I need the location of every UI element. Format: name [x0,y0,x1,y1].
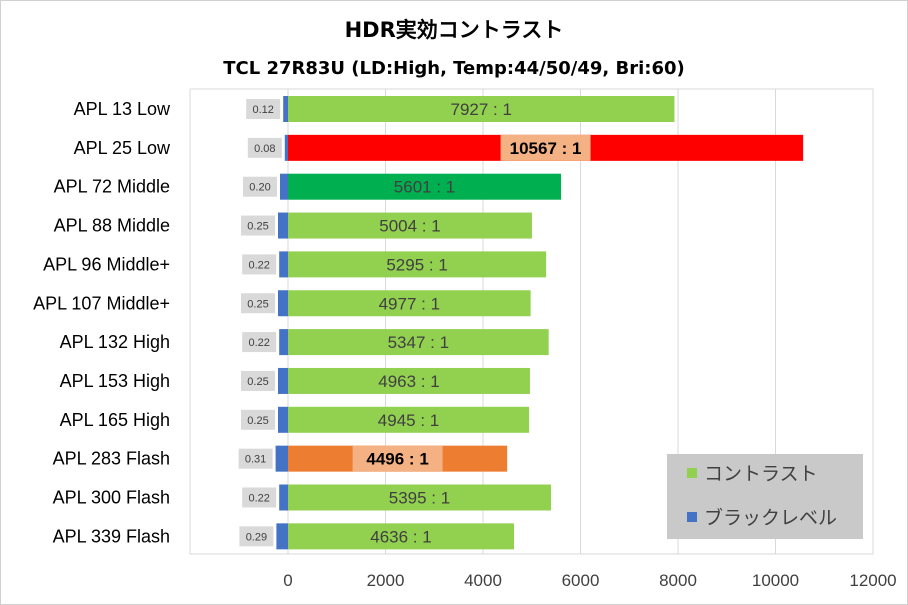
contrast-label-box [352,445,443,472]
black-level-bar [275,445,288,472]
contrast-bar [288,96,675,122]
legend: コントラスト ブラックレベル [667,454,863,539]
contrast-bar [288,251,547,278]
contrast-value-label: 10567 : 1 [510,139,582,158]
black-level-bar [278,212,288,239]
chart-subtitle: TCL 27R83U (LD:High, Temp:44/50/49, Bri:… [223,58,685,79]
black-level-label: 0.22 [248,337,269,349]
black-level-label: 0.31 [245,454,266,466]
contrast-value-label: 4496 : 1 [366,450,428,469]
black-level-label-box [242,332,277,353]
black-level-label: 0.22 [248,259,269,271]
contrast-value-label: 5004 : 1 [379,217,440,236]
black-level-label-box [243,176,277,197]
black-level-bar [279,329,288,356]
category-label: APL 72 Middle [54,177,170,197]
black-level-label: 0.08 [254,143,275,155]
contrast-value-label: 5395 : 1 [389,489,450,508]
black-level-label-box [241,215,275,236]
black-level-label-box [242,487,277,508]
black-level-label-box [241,293,275,314]
contrast-bar [288,290,531,317]
category-label: APL 132 High [60,332,170,352]
legend-swatch-contrast [687,468,697,478]
black-level-label-box [241,370,275,391]
contrast-value-label: 4636 : 1 [370,527,431,546]
contrast-label-box [500,134,591,161]
black-level-label-box [241,409,275,430]
black-level-bar [278,406,288,433]
black-level-label: 0.22 [248,493,269,505]
black-level-label-box [239,526,274,547]
black-level-label-box [238,448,273,469]
x-tick-label: 10000 [752,571,799,590]
contrast-value-label: 4977 : 1 [379,294,440,313]
contrast-bar [288,367,530,394]
x-tick-label: 6000 [562,571,600,590]
black-level-bar [276,523,288,550]
contrast-bar [288,406,530,433]
black-level-label-box [246,99,281,119]
category-label: APL 96 Middle+ [43,254,170,274]
black-level-bar [278,367,288,394]
x-tick-label: 0 [283,571,292,590]
legend-label-black-level: ブラックレベル [704,506,837,529]
contrast-value-label: 7927 : 1 [450,100,511,119]
category-label: APL 283 Flash [53,449,170,469]
black-level-bar [284,134,288,161]
x-tick-label: 12000 [849,571,896,590]
black-level-label: 0.12 [252,104,273,116]
contrast-value-label: 5347 : 1 [388,333,449,352]
x-tick-label: 2000 [367,571,405,590]
black-level-label: 0.29 [246,531,267,543]
black-level-label-box [242,254,277,275]
black-level-label: 0.20 [249,182,270,194]
legend-swatch-black-level [687,512,697,522]
black-level-label: 0.25 [247,298,268,310]
contrast-value-label: 5601 : 1 [394,178,455,197]
category-label: APL 88 Middle [54,216,170,236]
black-level-label-box [247,137,282,158]
category-label: APL 300 Flash [53,488,170,508]
legend-label-contrast: コントラスト [704,463,818,485]
category-label: APL 107 Middle+ [33,293,170,313]
category-label: APL 13 Low [74,99,171,119]
black-level-bar [278,290,288,317]
contrast-bar [288,173,562,200]
black-level-label: 0.25 [247,376,268,388]
black-level-bar [283,96,288,122]
chart-title: HDR実効コントラスト [345,18,564,42]
x-tick-label: 8000 [659,571,697,590]
category-label: APL 153 High [60,371,170,391]
category-label: APL 165 High [60,410,170,430]
contrast-bar [288,484,552,511]
x-tick-label: 4000 [464,571,502,590]
black-level-bar [279,484,288,511]
contrast-bar [288,523,515,550]
black-level-bar [279,251,288,278]
black-level-bar [280,173,288,200]
category-label: APL 25 Low [74,138,171,158]
black-level-label: 0.25 [247,415,268,427]
contrast-bar [288,212,532,239]
contrast-value-label: 4945 : 1 [378,411,439,430]
contrast-value-label: 4963 : 1 [378,372,439,391]
contrast-bar [288,329,549,356]
contrast-value-label: 5295 : 1 [386,255,447,274]
black-level-label: 0.25 [247,221,268,233]
legend-background [667,454,863,539]
category-label: APL 339 Flash [53,526,170,546]
